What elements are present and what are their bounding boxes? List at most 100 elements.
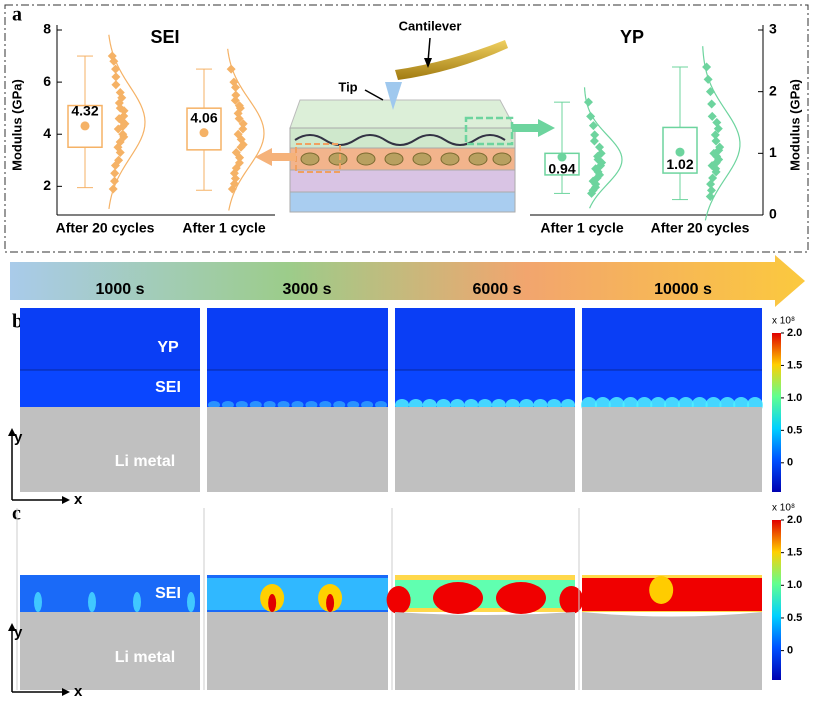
data-point bbox=[707, 99, 717, 109]
data-point bbox=[234, 114, 244, 124]
data-point bbox=[702, 62, 712, 72]
colorbar-tick-label: 1.0 bbox=[787, 392, 802, 404]
li-layer bbox=[395, 407, 575, 492]
stress-spot bbox=[326, 594, 335, 612]
data-point bbox=[583, 97, 593, 107]
data-point bbox=[109, 56, 119, 66]
schematic bbox=[255, 37, 555, 213]
data-point bbox=[706, 185, 716, 195]
data-point bbox=[109, 176, 119, 186]
data-point bbox=[111, 72, 121, 82]
mean-label: 4.06 bbox=[190, 109, 217, 125]
colorbar-multiplier: x 10⁸ bbox=[772, 503, 795, 514]
layer-label: SEI bbox=[155, 585, 181, 602]
y-tick-label: 2 bbox=[769, 82, 777, 98]
stress-spot bbox=[34, 592, 42, 612]
y-tick-label: 1 bbox=[769, 144, 777, 160]
layer-label: YP bbox=[157, 339, 179, 356]
data-point bbox=[711, 167, 721, 177]
stress-field bbox=[207, 578, 388, 610]
y-tick-label: 2 bbox=[43, 177, 51, 193]
colorbar-tick-label: 0 bbox=[787, 645, 793, 657]
data-point bbox=[588, 121, 598, 131]
colorbar-tick-label: 1.5 bbox=[787, 359, 802, 371]
y-axis-label: Modulus (GPa) bbox=[787, 79, 802, 171]
data-point bbox=[713, 124, 723, 134]
sei-layer bbox=[207, 370, 388, 407]
data-point bbox=[236, 142, 246, 152]
data-point bbox=[111, 80, 121, 90]
x-tick-label: After 20 cycles bbox=[651, 220, 750, 236]
colorbar-tick-label: 0 bbox=[787, 457, 793, 469]
data-point bbox=[230, 95, 240, 105]
data-point bbox=[587, 188, 597, 198]
axis-label: y bbox=[14, 429, 23, 446]
mean-label: 1.02 bbox=[666, 156, 693, 172]
y-axis-label: Modulus (GPa) bbox=[9, 79, 24, 171]
mean-dot bbox=[199, 128, 209, 138]
data-point bbox=[231, 90, 241, 100]
stress-spot bbox=[386, 586, 411, 614]
stress-spot bbox=[649, 576, 674, 604]
layer-label: Li metal bbox=[115, 453, 175, 470]
cantilever-label: Cantilever bbox=[399, 18, 462, 33]
data-point bbox=[590, 130, 600, 140]
x-tick-label: After 1 cycle bbox=[540, 220, 623, 236]
axis-label: x bbox=[74, 683, 83, 700]
colorbar-tick-label: 1.5 bbox=[787, 547, 802, 559]
li-layer bbox=[582, 407, 762, 492]
yp-layer bbox=[582, 308, 762, 370]
time-label: 10000 s bbox=[654, 281, 712, 298]
mean-dot bbox=[675, 147, 685, 157]
colorbar-multiplier: x 10⁸ bbox=[772, 316, 795, 327]
y-tick-label: 8 bbox=[43, 21, 51, 37]
x-tick-label: After 1 cycle bbox=[182, 220, 265, 236]
panel-frame bbox=[4, 4, 809, 253]
data-point bbox=[589, 136, 599, 146]
plot-title: YP bbox=[620, 27, 644, 47]
data-point bbox=[238, 124, 248, 134]
arrow-head bbox=[8, 623, 16, 631]
data-point bbox=[586, 111, 596, 121]
li-layer bbox=[207, 407, 388, 492]
data-point bbox=[712, 118, 722, 127]
axis-label: x bbox=[74, 491, 83, 508]
plot-title: SEI bbox=[150, 27, 179, 47]
data-point bbox=[238, 119, 248, 129]
tip-label: Tip bbox=[338, 79, 357, 94]
data-point bbox=[110, 160, 120, 170]
y-tick-label: 4 bbox=[43, 125, 51, 141]
colorbar-tick-label: 0.5 bbox=[787, 424, 802, 436]
time-label: 3000 s bbox=[283, 281, 332, 298]
stress-spot bbox=[187, 592, 195, 612]
density-curve bbox=[702, 46, 741, 221]
colorbar bbox=[772, 333, 781, 492]
li-layer bbox=[20, 407, 200, 492]
data-point bbox=[227, 184, 237, 194]
panel-label: a bbox=[12, 4, 22, 26]
stress-spot bbox=[88, 592, 96, 612]
colorbar-tick-label: 1.0 bbox=[787, 579, 802, 591]
data-point bbox=[705, 87, 715, 97]
yp-layer bbox=[395, 308, 575, 370]
mean-label: 0.94 bbox=[548, 161, 575, 177]
data-point bbox=[705, 192, 715, 201]
stress-spot bbox=[433, 582, 483, 614]
data-point bbox=[706, 179, 716, 189]
timeline-arrow bbox=[10, 255, 805, 307]
data-point bbox=[115, 147, 125, 157]
layer-label: SEI bbox=[155, 379, 181, 396]
data-point bbox=[707, 111, 717, 121]
data-point bbox=[595, 142, 605, 152]
arrow-head bbox=[62, 688, 70, 696]
stress-spot bbox=[268, 594, 277, 612]
y-tick-label: 3 bbox=[769, 21, 777, 37]
y-tick-label: 6 bbox=[43, 73, 51, 89]
data-point bbox=[113, 124, 123, 134]
li-layer bbox=[582, 612, 762, 690]
data-point bbox=[111, 64, 121, 74]
sei-layer bbox=[20, 370, 200, 407]
sei-layer bbox=[20, 575, 200, 612]
stress-spot bbox=[559, 586, 584, 614]
data-point bbox=[110, 168, 120, 178]
